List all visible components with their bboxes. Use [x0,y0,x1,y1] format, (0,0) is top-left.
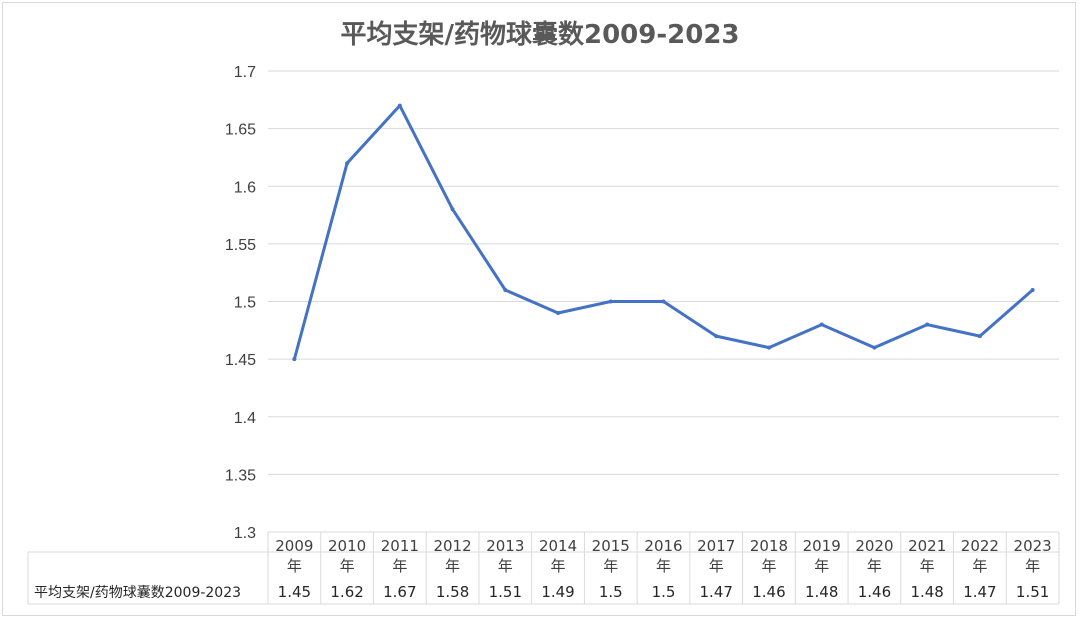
table-value-cell: 1.48 [910,583,943,601]
data-point [503,287,508,292]
table-value-cell: 1.62 [330,583,363,601]
y-tick-label: 1.6 [234,179,256,196]
data-point [450,207,455,212]
y-tick-label: 1.7 [234,64,256,81]
series-layer [292,103,1035,362]
data-point [1030,287,1035,292]
table-value-cell: 1.58 [436,583,469,601]
y-tick-label: 1.35 [225,467,256,484]
data-point [714,334,719,339]
y-tick-label: 1.45 [225,352,256,369]
y-tick-label: 1.55 [225,237,256,254]
table-value-cell: 1.5 [652,583,676,601]
chart-title: 平均支架/药物球囊数2009-2023 [340,20,739,50]
data-point [292,357,297,362]
x-category-label-suffix: 年 [709,557,724,575]
y-tick-label: 1.65 [225,122,256,139]
x-category-label: 2017 [697,537,735,555]
x-category-label: 2016 [644,537,682,555]
x-category-label: 2011 [381,537,419,555]
data-table: 2009 年 2010 年 2011 年 2012 年 2013 年 2014 年 2015 年 2016 年… [27,531,1060,605]
x-category-label-suffix: 年 [761,557,776,575]
y-tick-label: 1.5 [234,295,256,312]
data-point [397,103,402,108]
data-point [766,345,771,350]
x-category-label-suffix: 年 [920,557,935,575]
series-line [292,104,1035,361]
x-category-label-suffix: 年 [656,557,671,575]
x-category-label: 2014 [539,537,577,555]
data-point [345,161,350,166]
y-tick-label: 1.4 [234,410,256,427]
data-point [977,334,982,339]
x-category-label: 2023 [1014,537,1052,555]
data-point [661,299,666,304]
x-category-label: 2013 [486,537,524,555]
table-value-cell: 1.46 [752,583,785,601]
data-point [556,311,561,316]
table-value-cell: 1.51 [489,583,522,601]
data-point [608,299,613,304]
x-category-label-suffix: 年 [551,557,566,575]
y-axis-ticks: 1.3 1.35 1.4 1.45 1.5 1.55 1.6 1.65 1.7 [225,64,256,542]
x-category-label: 2018 [750,537,788,555]
x-category-label: 2019 [803,537,841,555]
x-category-label: 2021 [908,537,946,555]
x-category-label-suffix: 年 [445,557,460,575]
x-category-label-suffix: 年 [867,557,882,575]
data-point [925,322,930,327]
data-point [872,345,877,350]
x-category-label: 2022 [961,537,999,555]
table-value-cell: 1.48 [805,583,838,601]
x-category-label: 2009 [275,537,313,555]
table-value-cell: 1.47 [963,583,996,601]
table-value-cell: 1.5 [599,583,623,601]
x-category-label-suffix: 年 [392,557,407,575]
x-category-label-suffix: 年 [972,557,987,575]
x-category-label: 2015 [592,537,630,555]
x-category-label-suffix: 年 [1025,557,1040,575]
table-series-label: 平均支架/药物球囊数2009-2023 [34,584,241,601]
x-category-label-suffix: 年 [340,557,355,575]
y-tick-label: 1.3 [234,525,256,542]
x-category-label: 2012 [433,537,471,555]
x-category-label-suffix: 年 [287,557,302,575]
table-value-cell: 1.51 [1016,583,1049,601]
x-category-label-suffix: 年 [603,557,618,575]
table-value-cell: 1.49 [541,583,574,601]
x-category-label: 2020 [855,537,893,555]
x-category-label: 2010 [328,537,366,555]
table-value-cell: 1.67 [383,583,416,601]
data-point [819,322,824,327]
table-value-cell: 1.46 [858,583,891,601]
table-value-cell: 1.47 [700,583,733,601]
x-category-label-suffix: 年 [814,557,829,575]
x-category-label-suffix: 年 [498,557,513,575]
gridlines [268,70,1059,475]
table-value-cell: 1.45 [278,583,311,601]
